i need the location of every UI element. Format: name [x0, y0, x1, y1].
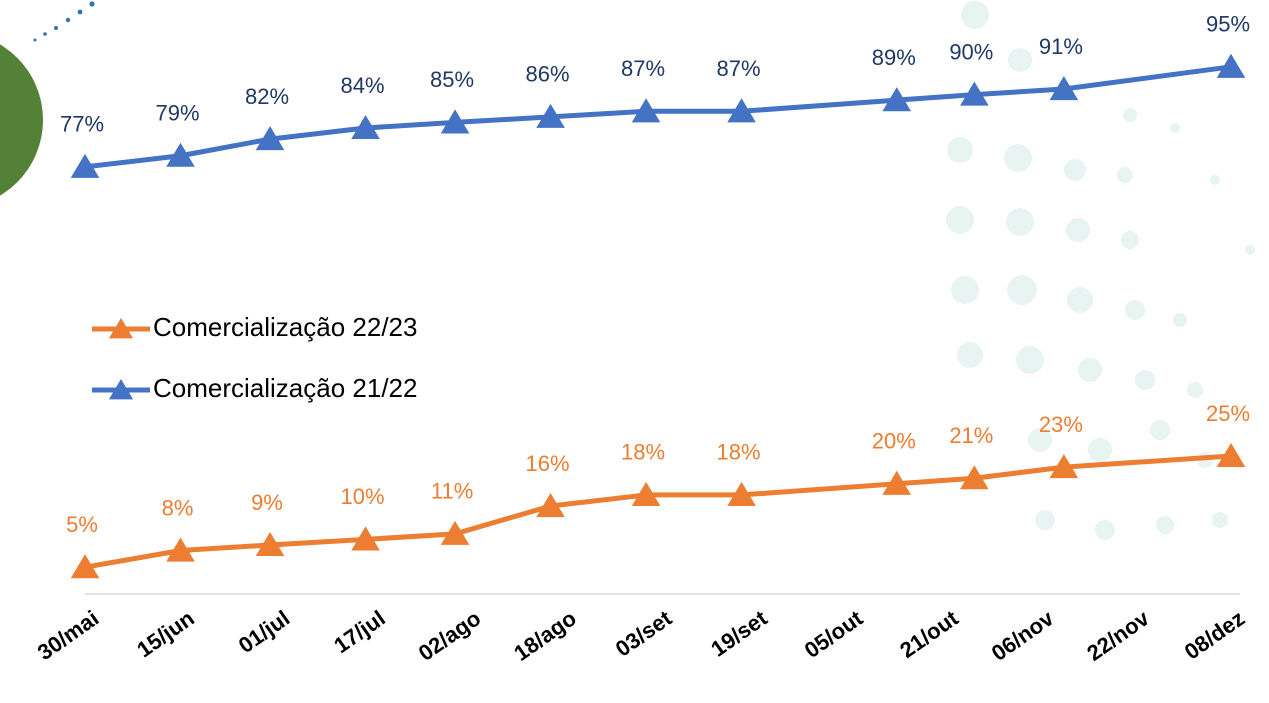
data-label: 90% [949, 39, 993, 64]
data-label: 77% [60, 112, 104, 137]
x-tick-label: 03/set [611, 605, 677, 662]
x-tick-label: 06/nov [987, 605, 1059, 666]
page: {"chart_data": {"type": "line", "x": [0,… [0, 0, 1269, 703]
data-label: 84% [341, 73, 385, 98]
x-tick-label: 15/jun [132, 605, 198, 662]
x-tick-label: 30/mai [33, 605, 103, 665]
data-label: 20% [872, 429, 916, 454]
data-label: 87% [717, 56, 761, 81]
x-tick-label: 05/out [800, 605, 868, 663]
data-label: 8% [162, 495, 194, 520]
x-tick-label: 17/jul [329, 605, 389, 658]
data-label: 87% [621, 56, 665, 81]
x-tick-label: 08/dez [1180, 605, 1249, 664]
x-tick-label: 22/nov [1082, 605, 1154, 666]
x-tick-label: 02/ago [414, 605, 485, 665]
decor-circle [0, 32, 43, 208]
data-label: 18% [717, 440, 761, 465]
data-label: 9% [251, 490, 283, 515]
legend-label: Comercialização 22/23 [153, 312, 417, 342]
data-label: 86% [526, 62, 570, 87]
data-label: 89% [872, 45, 916, 70]
x-tick-label: 18/ago [509, 605, 580, 665]
x-tick-label: 19/set [706, 605, 772, 662]
legend-label: Comercialização 21/22 [153, 373, 417, 403]
data-label: 79% [155, 101, 199, 126]
data-label: 11% [431, 479, 473, 504]
data-label: 91% [1039, 34, 1083, 59]
x-tick-label: 21/out [895, 605, 963, 663]
data-label: 18% [621, 440, 665, 465]
data-label: 82% [245, 84, 289, 109]
series-line [85, 67, 1231, 167]
chart: Comercialização 22/23 Comercialização 21… [0, 0, 1269, 703]
data-label: 25% [1206, 401, 1250, 426]
data-label: 16% [526, 451, 570, 476]
data-label: 5% [66, 512, 98, 537]
data-label: 10% [341, 484, 385, 509]
x-tick-label: 01/jul [234, 605, 294, 658]
data-label: 85% [430, 67, 474, 92]
data-label: 23% [1039, 412, 1083, 437]
data-label: 21% [949, 423, 993, 448]
decor-dots [34, 1, 95, 41]
data-label: 95% [1206, 12, 1250, 37]
legend: Comercialização 22/23 Comercialização 21… [92, 312, 417, 403]
